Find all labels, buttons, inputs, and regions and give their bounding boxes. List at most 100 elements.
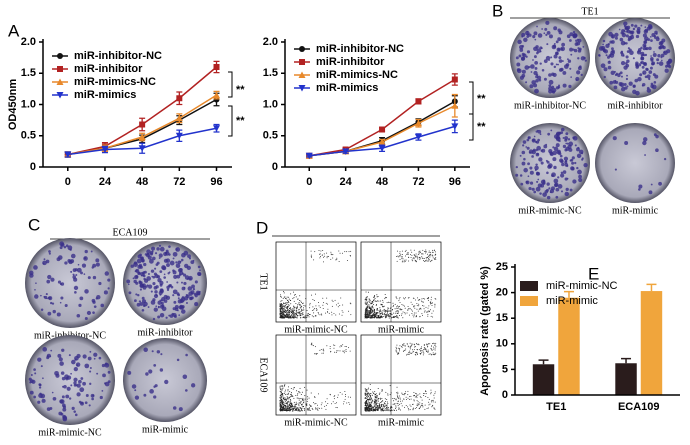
event (413, 316, 415, 318)
event (300, 313, 302, 315)
event (376, 310, 378, 312)
event (290, 317, 292, 319)
event (286, 316, 288, 318)
event (349, 302, 351, 304)
event (297, 410, 299, 412)
event (372, 399, 374, 401)
event (366, 404, 368, 406)
colony (76, 392, 81, 397)
colony (89, 382, 92, 385)
event (405, 348, 407, 350)
event (292, 316, 294, 318)
event (382, 299, 384, 301)
colony (531, 187, 535, 191)
colony (628, 48, 632, 52)
event (288, 296, 290, 298)
colony (139, 302, 144, 306)
event (416, 397, 418, 399)
event (299, 315, 301, 317)
event (366, 296, 368, 298)
colony (541, 148, 546, 153)
event (285, 407, 287, 409)
colony (575, 76, 580, 82)
event (375, 316, 377, 318)
event (411, 303, 413, 305)
colony (59, 301, 62, 304)
event (327, 403, 329, 405)
row-label: ECA109 (258, 358, 269, 393)
event (368, 399, 370, 401)
event (401, 256, 403, 258)
event (295, 313, 297, 315)
event (367, 397, 369, 399)
event (338, 260, 340, 262)
colony (138, 271, 141, 275)
colony (558, 30, 563, 35)
event (429, 261, 431, 263)
event (415, 256, 417, 258)
colony (163, 273, 166, 276)
event (296, 394, 298, 396)
event (298, 409, 300, 411)
event (393, 316, 395, 318)
event (285, 315, 287, 317)
colony (560, 67, 564, 72)
colony (64, 374, 69, 380)
colony (72, 273, 75, 276)
colony (101, 389, 104, 392)
event (335, 314, 337, 316)
event (280, 310, 282, 312)
event (431, 251, 433, 253)
event (375, 409, 377, 411)
colony (557, 48, 561, 51)
row-label: TE1 (258, 273, 269, 290)
error-bar (621, 357, 632, 364)
colony (643, 40, 648, 45)
event (293, 307, 295, 309)
event (344, 251, 346, 253)
event (375, 304, 377, 306)
event (415, 312, 417, 314)
event (366, 299, 368, 301)
event (366, 308, 368, 310)
colony (625, 77, 629, 81)
event (375, 403, 377, 405)
colony (150, 290, 153, 293)
event (286, 410, 288, 412)
event (425, 393, 427, 395)
event (412, 260, 414, 262)
event (364, 315, 366, 317)
event (383, 313, 385, 315)
event (395, 311, 397, 313)
bracket (228, 105, 233, 137)
event (341, 314, 343, 316)
annotation: ** (236, 115, 245, 127)
event (364, 312, 366, 314)
event (287, 400, 289, 402)
colony (134, 389, 137, 392)
event (368, 394, 370, 396)
event (366, 312, 368, 314)
event (387, 301, 389, 303)
event (370, 311, 372, 313)
event (423, 344, 425, 346)
event (428, 398, 430, 400)
event (366, 391, 368, 393)
colony (104, 381, 110, 387)
event (399, 302, 401, 304)
event (294, 294, 296, 296)
event (413, 306, 415, 308)
event (431, 254, 433, 256)
event (407, 406, 409, 408)
event (301, 410, 303, 412)
colony (536, 171, 541, 176)
event (428, 305, 430, 307)
colony (535, 186, 541, 192)
event (364, 309, 366, 311)
event (373, 402, 375, 404)
flow-plot (360, 334, 442, 416)
event (369, 406, 371, 408)
colony (569, 47, 573, 52)
colony (551, 172, 556, 178)
event (409, 307, 411, 309)
